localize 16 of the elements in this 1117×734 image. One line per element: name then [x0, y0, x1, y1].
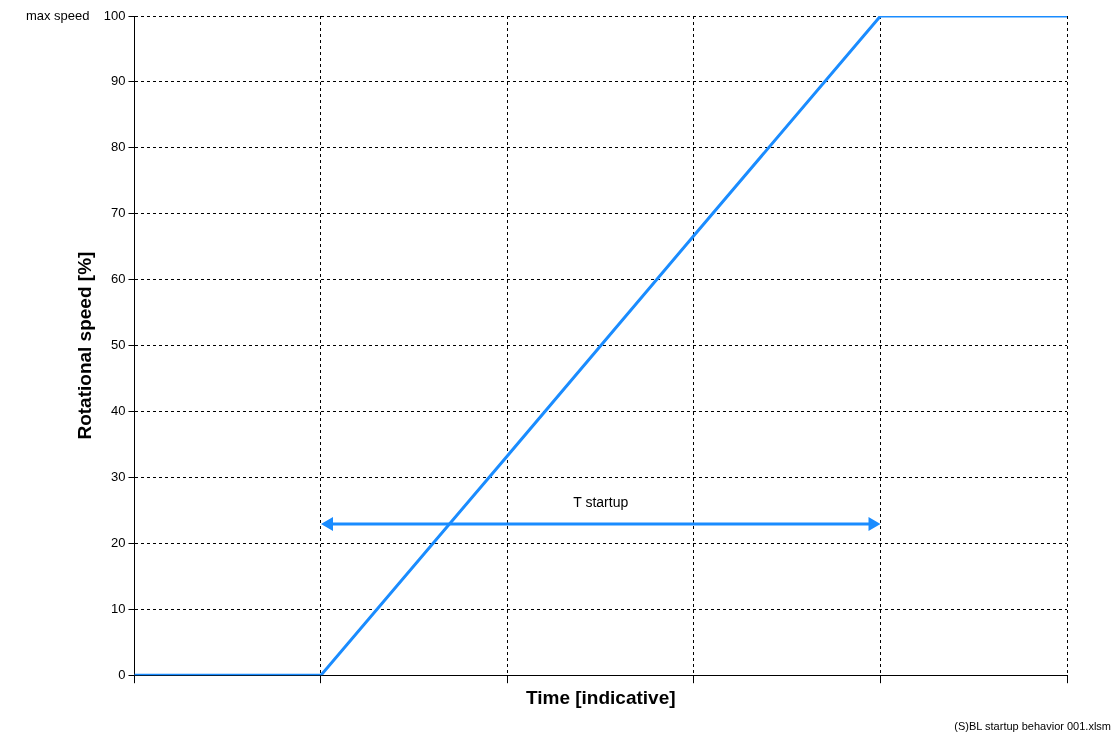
y-tick-label: 10	[111, 600, 126, 616]
y-tick-label: 100	[103, 7, 126, 23]
y-tick-label: 40	[111, 403, 126, 419]
y-tick-label: 50	[111, 337, 126, 353]
x-axis-title: Time [indicative]	[525, 686, 676, 708]
y-tick-label: 30	[111, 469, 126, 485]
text: (S)BL startup behavior 001.xlsm	[954, 719, 1111, 732]
y-tick-label: 0	[118, 666, 126, 682]
text: max speed	[25, 7, 90, 23]
annotation: T startup	[573, 494, 629, 511]
y-tick-label: 20	[111, 534, 126, 550]
y-tick-label: 60	[111, 271, 126, 287]
y-tick-label: 80	[111, 139, 126, 155]
y-axis-title: Rotational speed [%]	[73, 251, 95, 440]
y-tick-label: 90	[111, 73, 126, 89]
y-tick-label: 70	[111, 205, 126, 221]
